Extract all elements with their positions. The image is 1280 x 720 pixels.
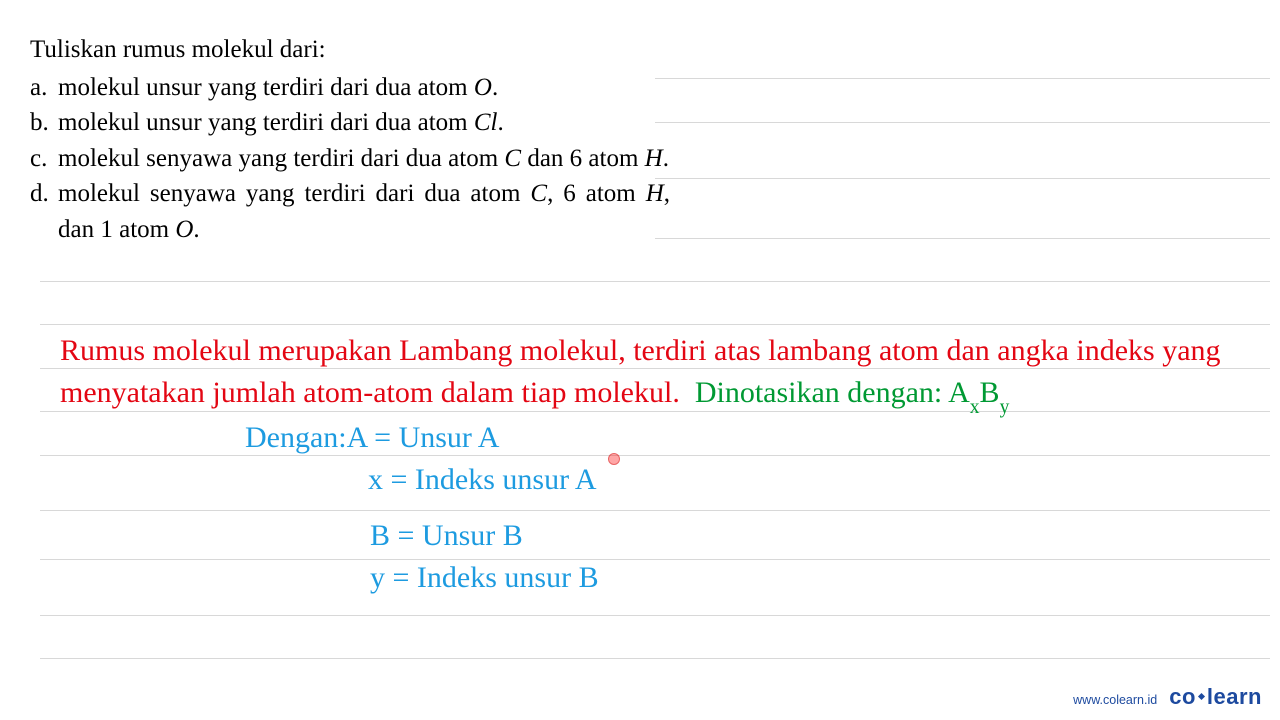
item-marker: d. xyxy=(30,176,58,247)
answer-notation-label: Dinotasikan dengan: AxBy xyxy=(687,376,1009,409)
question-item-a: a. molekul unsur yang terdiri dari dua a… xyxy=(30,70,670,106)
footer-url: www.colearn.id xyxy=(1073,693,1157,707)
answer-line-4: y = Indeks unsur B xyxy=(60,557,1240,599)
item-text: molekul unsur yang terdiri dari dua atom… xyxy=(58,70,670,106)
question-item-b: b. molekul unsur yang terdiri dari dua a… xyxy=(30,105,670,141)
answer-line-2: x = Indeks unsur A xyxy=(60,459,1240,501)
footer-brand-logo: colearn xyxy=(1169,684,1262,710)
diamond-icon xyxy=(1198,693,1205,700)
item-text: molekul senyawa yang terdiri dari dua at… xyxy=(58,141,670,177)
footer: www.colearn.id colearn xyxy=(1073,684,1262,710)
item-marker: a. xyxy=(30,70,58,106)
answer-line-3: B = Unsur B xyxy=(60,515,1240,557)
question-block: Tuliskan rumus molekul dari: a. molekul … xyxy=(30,32,670,247)
question-item-c: c. molekul senyawa yang terdiri dari dua… xyxy=(30,141,670,177)
item-text: molekul senyawa yang terdiri dari dua at… xyxy=(58,176,670,247)
item-text: molekul unsur yang terdiri dari dua atom… xyxy=(58,105,670,141)
item-marker: c. xyxy=(30,141,58,177)
question-title: Tuliskan rumus molekul dari: xyxy=(30,32,670,68)
answer-line-1: Dengan:A = Unsur A xyxy=(60,417,1240,459)
item-marker: b. xyxy=(30,105,58,141)
question-item-d: d. molekul senyawa yang terdiri dari dua… xyxy=(30,176,670,247)
answer-definition-text: Rumus molekul merupakan Lambang molekul,… xyxy=(60,334,1221,409)
answer-block: Rumus molekul merupakan Lambang molekul,… xyxy=(60,330,1240,599)
